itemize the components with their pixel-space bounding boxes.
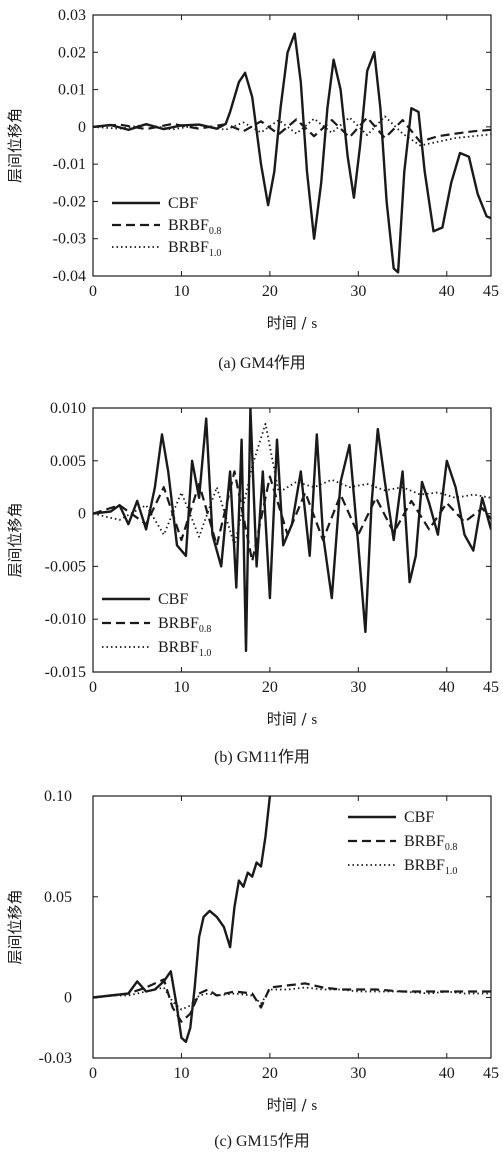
legend-label-name: BRBF <box>404 857 445 874</box>
legend-label: BRBF1.0 <box>168 239 221 259</box>
x-tick-label: 30 <box>350 679 366 696</box>
x-tick-label: 10 <box>173 679 189 696</box>
y-tick-label: -0.015 <box>45 664 86 681</box>
figure-caption: (c) GM15作用 <box>214 1132 310 1150</box>
x-axis-label: 时间 / s <box>267 314 318 332</box>
series-line-solid <box>93 796 272 1044</box>
series-line-solid <box>93 32 491 274</box>
legend-label: BRBF1.0 <box>404 857 457 877</box>
y-tick-label: -0.010 <box>45 611 86 628</box>
figure-caption: (b) GM11作用 <box>214 748 310 766</box>
y-tick-label: 0.10 <box>44 788 72 805</box>
x-tick-label: 40 <box>439 283 455 300</box>
x-tick-label: 20 <box>262 679 278 696</box>
y-tick-label: 0.02 <box>58 44 86 61</box>
chart-panel-1: 0 10 20 30 40 45 0.03 0.02 0.01 0 -0.01 -0.02 -0.03 -… <box>6 7 499 372</box>
x-axis-label-unit: s <box>311 316 317 332</box>
x-axis-label: 时间 / s <box>267 1096 318 1114</box>
y-tick-label: 0.005 <box>50 453 86 470</box>
series-line-dotted <box>93 115 491 147</box>
x-axis-label-unit: s <box>311 712 317 728</box>
y-tick-label: 0 <box>78 506 86 523</box>
legend-label: BRBF0.8 <box>404 833 457 853</box>
x-axis-label-sep: / <box>297 710 312 728</box>
x-axis-label-main: 时间 <box>267 1096 297 1114</box>
y-tick-label: -0.04 <box>53 268 86 285</box>
chart-panel-2: 0 10 20 30 40 45 0.010 0.005 0 -0.005 -0.010 -0.015… <box>6 400 499 766</box>
x-tick-label: 45 <box>483 679 499 696</box>
y-tick-label: -0.03 <box>53 231 86 248</box>
legend-label-name: BRBF <box>168 239 209 256</box>
y-tick-label: -0.02 <box>53 193 86 210</box>
y-tick-label: 0.05 <box>44 889 72 906</box>
legend-label: BRBF0.8 <box>168 217 221 237</box>
x-tick-label: 10 <box>173 283 189 300</box>
x-tick-label: 30 <box>350 1065 366 1082</box>
legend-label: CBF <box>404 809 434 826</box>
x-axis-label: 时间 / s <box>267 710 318 728</box>
x-tick-label: 45 <box>483 1065 499 1082</box>
x-axis-label-unit: s <box>311 1098 317 1114</box>
legend-label: BRBF0.8 <box>158 615 211 635</box>
legend-label-subscript: 0.8 <box>445 842 458 853</box>
legend-label: CBF <box>168 195 198 212</box>
y-tick-label: 0 <box>78 119 86 136</box>
x-tick-label: 45 <box>483 283 499 300</box>
x-tick-label: 30 <box>350 283 366 300</box>
x-tick-label: 20 <box>262 1065 278 1082</box>
series-line-dashed <box>93 978 491 1023</box>
x-tick-label: 0 <box>89 283 97 300</box>
y-tick-label: 0.010 <box>50 400 86 417</box>
legend-label-subscript: 0.8 <box>209 226 222 237</box>
legend-label-name: BRBF <box>158 639 199 656</box>
x-tick-label: 40 <box>439 1065 455 1082</box>
y-tick-label: -0.03 <box>39 1050 72 1067</box>
plot-frame <box>92 14 492 277</box>
legend-label-subscript: 1.0 <box>209 248 222 259</box>
series-line-solid <box>93 408 491 653</box>
legend-label-name: BRBF <box>404 833 445 850</box>
y-tick-label: -0.01 <box>53 156 86 173</box>
legend-label: BRBF1.0 <box>158 639 211 659</box>
x-tick-label: 20 <box>262 283 278 300</box>
x-axis-label-main: 时间 <box>267 710 297 728</box>
x-axis-label-sep: / <box>297 1096 312 1114</box>
x-tick-label: 0 <box>89 679 97 696</box>
y-tick-label: 0 <box>64 990 72 1007</box>
legend-label-subscript: 0.8 <box>199 624 212 635</box>
legend-label-subscript: 1.0 <box>199 648 212 659</box>
plot-frame <box>92 795 492 1059</box>
x-axis-label-sep: / <box>297 314 312 332</box>
legend-label-name: CBF <box>158 591 188 608</box>
x-axis-label-main: 时间 <box>267 314 297 332</box>
x-tick-label: 10 <box>173 1065 189 1082</box>
legend-label-name: BRBF <box>158 615 199 632</box>
y-axis-label: 层间位移角 <box>6 502 24 577</box>
figure-caption: (a) GM4作用 <box>218 354 306 372</box>
y-tick-label: 0.03 <box>58 7 86 24</box>
plot-frame <box>92 407 492 673</box>
x-tick-label: 40 <box>439 679 455 696</box>
legend-label-name: CBF <box>404 809 434 826</box>
y-tick-label: 0.01 <box>58 82 86 99</box>
y-axis-label: 层间位移角 <box>6 108 24 183</box>
y-axis-label: 层间位移角 <box>6 889 24 964</box>
y-tick-label: -0.005 <box>45 558 86 575</box>
legend-label-name: BRBF <box>168 217 209 234</box>
legend-label-subscript: 1.0 <box>445 866 458 877</box>
legend-label-name: CBF <box>168 195 198 212</box>
x-tick-label: 0 <box>89 1065 97 1082</box>
series-line-dotted <box>93 422 491 547</box>
legend-label: CBF <box>158 591 188 608</box>
